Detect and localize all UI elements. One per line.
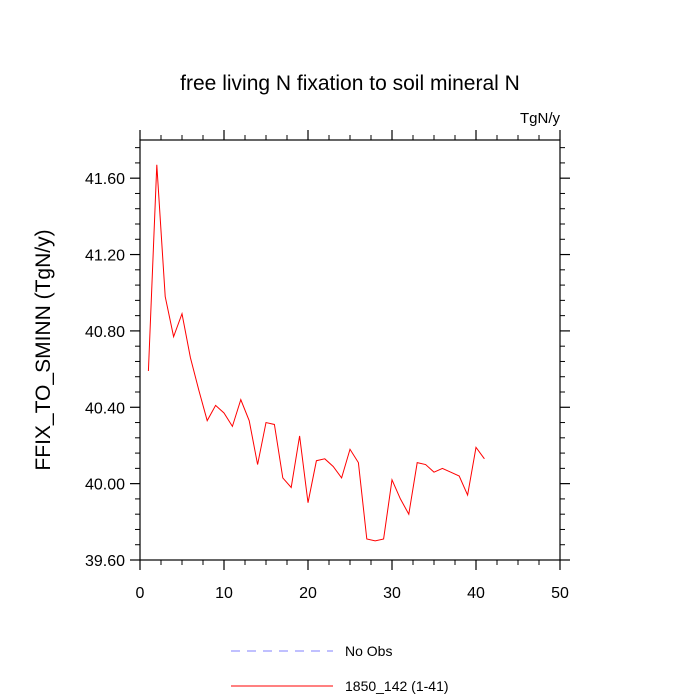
y-tick-label: 41.20	[85, 248, 125, 265]
y-tick-label: 41.60	[85, 171, 125, 188]
series-lines	[147, 164, 485, 542]
units-label: TgN/y	[520, 110, 561, 127]
legend-label-no-obs: No Obs	[345, 643, 392, 659]
major-ticks	[130, 130, 570, 570]
series-line-1	[147, 164, 485, 542]
y-tick-label: 40.80	[85, 324, 125, 341]
chart-title: free living N fixation to soil mineral N	[180, 72, 520, 95]
x-tick-label: 10	[215, 585, 233, 602]
legend-label-1850-142: 1850_142 (1-41)	[345, 678, 449, 694]
x-tick-label: 20	[299, 585, 317, 602]
y-tick-label: 40.00	[85, 477, 125, 494]
x-tick-label: 0	[136, 585, 145, 602]
tick-labels: 0 10 20 30 40 50 39.60 40.00 40.40 40.80 41.20 41.6…	[85, 171, 569, 602]
x-tick-label: 50	[551, 585, 569, 602]
y-axis-label: FFIX_TO_SMINN (TgN/y)	[32, 229, 55, 470]
x-tick-label: 30	[383, 585, 401, 602]
x-tick-label: 40	[467, 585, 485, 602]
y-tick-label: 39.60	[85, 553, 125, 570]
minor-ticks	[135, 135, 565, 565]
legend: No Obs 1850_142 (1-41)	[231, 643, 449, 694]
plot-frame	[139, 139, 561, 561]
y-tick-label: 40.40	[85, 400, 125, 417]
